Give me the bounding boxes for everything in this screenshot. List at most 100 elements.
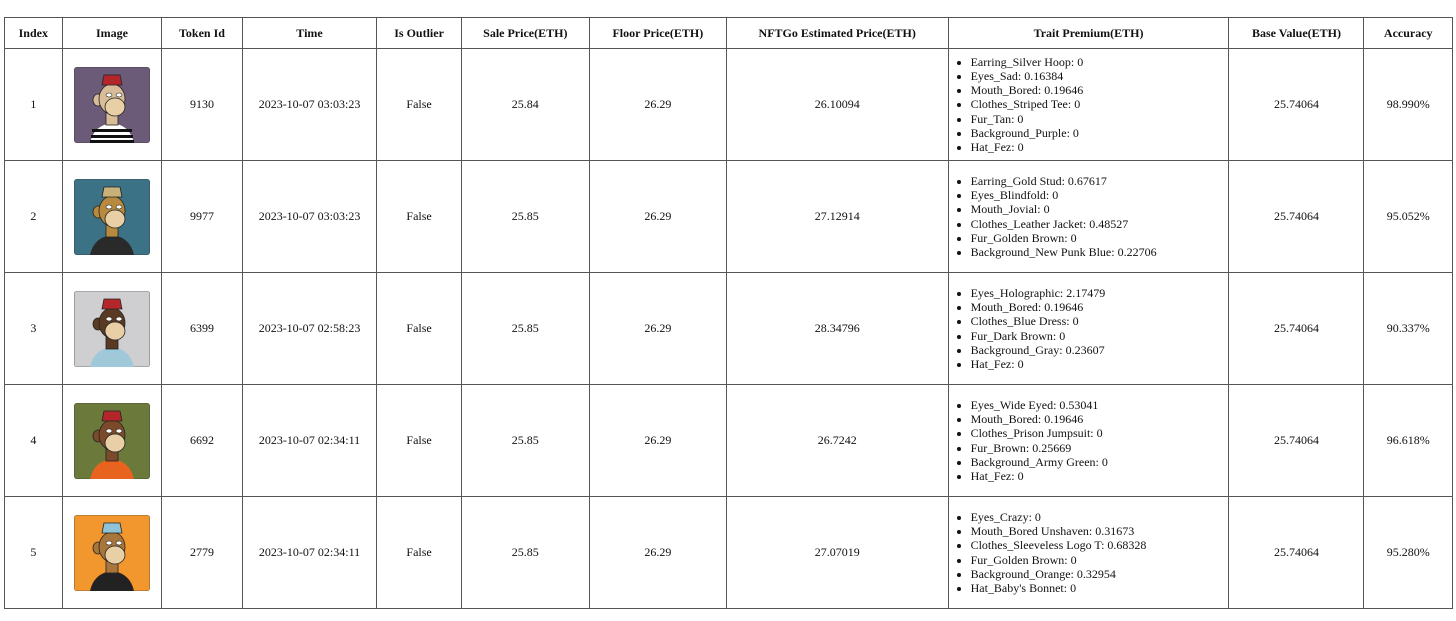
is-outlier-cell: False [376,496,462,609]
accuracy-cell: 98.990% [1363,48,1453,161]
floor-price-cell: 26.29 [588,496,727,609]
estimated-price-cell: 27.12914 [725,160,949,273]
base-value-cell: 25.74064 [1228,48,1365,161]
floor-price-cell: 26.29 [588,48,727,161]
trait-item: Earring_Silver Hoop: 0 [971,55,1229,69]
trait-list: Eyes_Holographic: 2.17479Mouth_Bored: 0.… [949,286,1229,371]
column-header-token-id: Token Id [161,17,243,49]
sale-price-cell: 25.84 [460,48,590,161]
trait-item: Mouth_Bored Unshaven: 0.31673 [971,524,1229,538]
trait-item: Fur_Golden Brown: 0 [971,553,1229,567]
column-header-image: Image [61,17,163,49]
table-row: 1 9130 2023-10-07 03:03:23 False 25.84 26.29… [4,48,1453,161]
is-outlier-cell: False [376,160,462,273]
trait-premium-cell: Earring_Gold Stud: 0.67617Eyes_Blindfold… [947,160,1230,273]
trait-item: Background_Army Green: 0 [971,455,1229,469]
time-cell: 2023-10-07 02:34:11 [241,384,378,497]
trait-item: Hat_Fez: 0 [971,469,1229,483]
token-id-cell: 9977 [161,160,243,273]
token-id-cell: 6399 [161,272,243,385]
time-cell: 2023-10-07 03:03:23 [241,48,378,161]
accuracy-cell: 95.280% [1363,496,1453,609]
trait-item: Fur_Dark Brown: 0 [971,329,1229,343]
ape-nft-image [73,290,150,367]
trait-item: Earring_Gold Stud: 0.67617 [971,174,1229,188]
trait-premium-cell: Eyes_Wide Eyed: 0.53041Mouth_Bored: 0.19… [947,384,1230,497]
nft-image-cell [61,384,163,497]
estimated-price-cell: 26.7242 [725,384,949,497]
trait-item: Clothes_Blue Dress: 0 [971,314,1229,328]
base-value-cell: 25.74064 [1228,160,1365,273]
trait-item: Eyes_Crazy: 0 [971,510,1229,524]
time-cell: 2023-10-07 02:58:23 [241,272,378,385]
floor-price-cell: 26.29 [588,384,727,497]
column-header-accuracy: Accuracy [1363,17,1453,49]
trait-item: Eyes_Sad: 0.16384 [971,69,1229,83]
time-cell: 2023-10-07 02:34:11 [241,496,378,609]
trait-item: Background_New Punk Blue: 0.22706 [971,245,1229,259]
column-header-time: Time [241,17,378,49]
accuracy-cell: 90.337% [1363,272,1453,385]
trait-item: Eyes_Blindfold: 0 [971,188,1229,202]
ape-nft-image [73,178,150,255]
trait-item: Hat_Fez: 0 [971,140,1229,154]
trait-item: Fur_Golden Brown: 0 [971,231,1229,245]
trait-item: Mouth_Bored: 0.19646 [971,300,1229,314]
token-id-cell: 6692 [161,384,243,497]
estimated-price-cell: 28.34796 [725,272,949,385]
nft-image-cell [61,272,163,385]
sale-price-cell: 25.85 [460,384,590,497]
index-cell: 3 [4,272,63,385]
is-outlier-cell: False [376,272,462,385]
column-header-trait-premium: Trait Premium(ETH) [947,17,1230,49]
nft-image-cell [61,160,163,273]
index-cell: 1 [4,48,63,161]
trait-item: Mouth_Bored: 0.19646 [971,83,1229,97]
ape-nft-image [73,66,150,143]
trait-item: Eyes_Wide Eyed: 0.53041 [971,398,1229,412]
trait-item: Mouth_Jovial: 0 [971,202,1229,216]
trait-item: Clothes_Prison Jumpsuit: 0 [971,426,1229,440]
base-value-cell: 25.74064 [1228,384,1365,497]
trait-item: Fur_Brown: 0.25669 [971,441,1229,455]
trait-item: Background_Orange: 0.32954 [971,567,1229,581]
table-row: 4 6692 2023-10-07 02:34:11 False 25.85 26.29… [4,384,1453,497]
estimated-price-cell: 26.10094 [725,48,949,161]
trait-item: Hat_Baby's Bonnet: 0 [971,581,1229,595]
column-header-base-value: Base Value(ETH) [1228,17,1365,49]
token-id-cell: 2779 [161,496,243,609]
accuracy-cell: 95.052% [1363,160,1453,273]
index-cell: 5 [4,496,63,609]
estimated-price-cell: 27.07019 [725,496,949,609]
trait-item: Hat_Fez: 0 [971,357,1229,371]
trait-item: Clothes_Leather Jacket: 0.48527 [971,217,1229,231]
sale-price-cell: 25.85 [460,160,590,273]
trait-list: Earring_Gold Stud: 0.67617Eyes_Blindfold… [949,174,1229,259]
time-cell: 2023-10-07 03:03:23 [241,160,378,273]
trait-item: Clothes_Striped Tee: 0 [971,97,1229,111]
trait-premium-cell: Eyes_Holographic: 2.17479Mouth_Bored: 0.… [947,272,1230,385]
floor-price-cell: 26.29 [588,160,727,273]
is-outlier-cell: False [376,384,462,497]
sale-price-cell: 25.85 [460,496,590,609]
column-header-sale-price: Sale Price(ETH) [460,17,590,49]
sale-price-cell: 25.85 [460,272,590,385]
table-row: 5 2779 2023-10-07 02:34:11 False 25.85 26.29… [4,496,1453,609]
ape-nft-image [73,514,150,591]
trait-item: Background_Gray: 0.23607 [971,343,1229,357]
index-cell: 2 [4,160,63,273]
is-outlier-cell: False [376,48,462,161]
base-value-cell: 25.74064 [1228,496,1365,609]
nft-price-table: Index Image Token Id Time Is Outlier Sale Pri… [4,17,1453,609]
base-value-cell: 25.74064 [1228,272,1365,385]
table-row: 3 6399 2023-10-07 02:58:23 False 25.85 26.29… [4,272,1453,385]
column-header-floor-price: Floor Price(ETH) [588,17,727,49]
trait-item: Fur_Tan: 0 [971,112,1229,126]
token-id-cell: 9130 [161,48,243,161]
table-header-row: Index Image Token Id Time Is Outlier Sale Pri… [4,17,1453,49]
column-header-is-outlier: Is Outlier [376,17,462,49]
column-header-estimated-price: NFTGo Estimated Price(ETH) [725,17,949,49]
ape-nft-image [73,402,150,479]
accuracy-cell: 96.618% [1363,384,1453,497]
column-header-index: Index [4,17,63,49]
